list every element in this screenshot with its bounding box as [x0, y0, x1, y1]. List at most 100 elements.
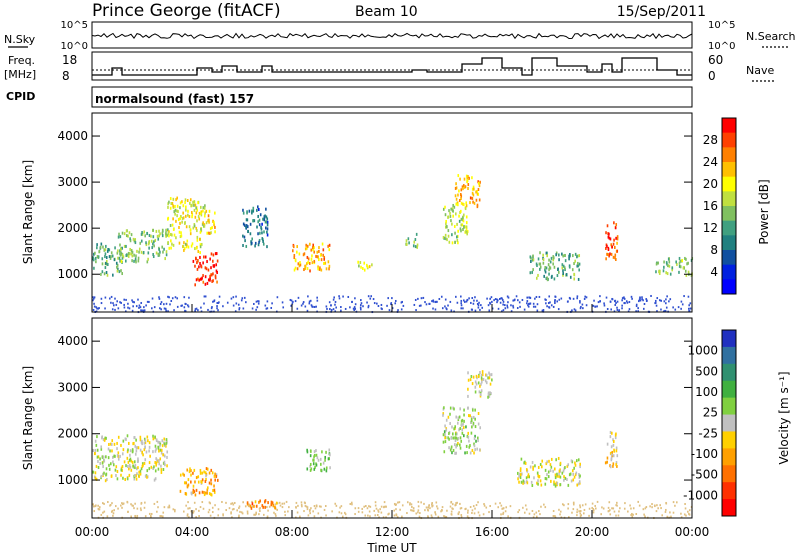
power-noise-cell — [462, 307, 464, 310]
velocity-cell — [186, 468, 189, 472]
velocity-cell — [570, 459, 573, 463]
power-cell — [184, 221, 186, 225]
power-cell — [196, 219, 198, 223]
power-cell — [193, 208, 196, 212]
velocity-cell — [454, 432, 457, 436]
power-noise-cell — [138, 306, 140, 309]
velocity-cell — [138, 474, 140, 478]
power-cell — [168, 234, 170, 238]
power-noise-cell — [125, 298, 127, 301]
velocity-cell — [610, 453, 613, 457]
power-cell — [318, 267, 321, 271]
velocity-noise-cell — [255, 511, 257, 514]
velocity-noise-cell — [335, 504, 338, 507]
velocity-cell — [537, 479, 539, 483]
velocity-cell — [179, 489, 182, 493]
velocity-cell — [443, 450, 446, 454]
power-noise-cell — [194, 309, 196, 312]
power-noise-cell — [446, 308, 448, 311]
power-cell — [548, 258, 550, 262]
power-noise-cell — [425, 303, 428, 306]
power-cell — [675, 260, 677, 264]
velocity-noise-cell — [344, 511, 346, 514]
velocity-cell — [116, 454, 119, 458]
power-cell — [94, 256, 97, 260]
velocity-cell — [166, 450, 169, 454]
power-cell — [243, 235, 246, 239]
velocity-cell — [518, 474, 520, 478]
velocity-noise-cell — [132, 504, 134, 507]
velocity-noise-cell — [425, 506, 428, 509]
power-noise-cell — [436, 300, 438, 303]
velocity-cell — [161, 444, 164, 448]
velocity-noise-cell — [369, 515, 371, 518]
velocity-cell — [254, 500, 257, 504]
power-cell — [179, 206, 181, 210]
power-cell — [253, 219, 256, 223]
velocity-cell — [448, 446, 450, 450]
power-noise-cell — [635, 310, 637, 313]
velocity-cell — [484, 379, 487, 383]
power-cell — [178, 225, 180, 229]
power-noise-cell — [623, 297, 626, 300]
power-cell — [456, 235, 458, 239]
velocity-noise-cell — [582, 512, 585, 515]
power-cell — [605, 231, 607, 235]
velocity-cell — [162, 453, 164, 457]
power-cell — [209, 231, 211, 235]
power-noise-cell — [554, 299, 556, 302]
power-cell — [242, 208, 244, 212]
power-cell — [135, 254, 137, 258]
power-cell — [311, 246, 314, 250]
velocity-cell — [466, 406, 469, 410]
power-cell — [202, 261, 204, 265]
velocity-noise-cell — [406, 512, 408, 515]
power-noise-cell — [665, 302, 667, 305]
power-noise-cell — [104, 307, 106, 310]
power-noise-cell — [506, 295, 509, 298]
power-cell — [448, 209, 450, 213]
power-cell — [573, 277, 576, 281]
velocity-cell — [152, 437, 155, 441]
power-noise-cell — [584, 295, 587, 298]
power-noise-cell — [338, 297, 341, 300]
velocity-noise-cell — [535, 511, 538, 514]
velocity-noise-cell — [136, 507, 139, 510]
velocity-noise-cell — [615, 504, 617, 507]
power-cell — [202, 274, 204, 278]
power-noise-cell — [623, 296, 625, 299]
power-noise-cell — [558, 298, 561, 301]
velocity-cell — [488, 394, 491, 398]
power-cell — [251, 237, 253, 241]
power-cell — [92, 258, 95, 262]
power-cell — [535, 276, 538, 280]
power-noise-cell — [186, 304, 189, 307]
power-cell — [199, 245, 202, 249]
velocity-cell — [571, 469, 574, 473]
power-cell — [612, 255, 615, 259]
power-cell — [456, 234, 459, 238]
power-cell — [242, 244, 244, 248]
velocity-cell — [455, 415, 458, 419]
x-tick-label: 16:00 — [475, 525, 510, 539]
power-cell — [125, 244, 127, 248]
power-cell — [265, 207, 267, 211]
power-cell — [169, 206, 172, 210]
velocity-cell — [474, 417, 476, 421]
power-cell — [166, 228, 169, 232]
power-noise-cell — [218, 301, 220, 304]
power-cell — [178, 241, 181, 245]
velocity-noise-cell — [531, 509, 534, 512]
velocity-cell — [126, 477, 129, 481]
velocity-cell — [96, 435, 98, 439]
velocity-cell — [479, 426, 482, 430]
velocity-cell — [457, 441, 459, 445]
power-cell — [546, 276, 548, 280]
velocity-noise-cell — [383, 501, 386, 504]
velocity-noise-cell — [244, 505, 247, 508]
velocity-colorbar-tick-label: 1000 — [687, 344, 718, 358]
power-noise-cell — [628, 308, 631, 311]
velocity-cell — [105, 472, 108, 476]
power-noise-cell — [528, 302, 531, 305]
power-cell — [155, 229, 158, 233]
